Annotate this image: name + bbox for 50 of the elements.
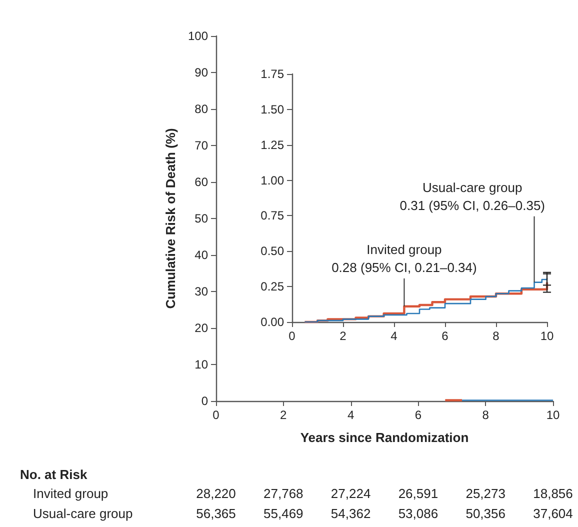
- text: 25,273: [466, 486, 506, 501]
- x-tick-label: 0: [288, 329, 296, 343]
- text: 50,356: [466, 506, 506, 521]
- y-tick-label: 1.75: [260, 67, 284, 81]
- annotation: Invited group 0.28 (95% CI, 0.21–0.34): [332, 242, 477, 275]
- y-tick-label: 1.50: [260, 102, 284, 116]
- y-axis-title: Cumulative Risk of Death (%): [163, 128, 178, 309]
- x-tick-label: 6: [442, 329, 449, 343]
- y-tick-label: 0: [201, 394, 208, 408]
- x-tick-label: 4: [347, 408, 354, 422]
- y-tick-label: 80: [194, 102, 208, 116]
- y-tick-label: 40: [194, 248, 208, 262]
- x-tick-label: 10: [540, 329, 554, 343]
- y-tick-label: 90: [194, 66, 208, 80]
- y-tick-label: 0.75: [260, 208, 284, 223]
- x-tick-label: 2: [340, 329, 347, 343]
- x-tick-label: 2: [280, 408, 288, 422]
- x-tick-label: 8: [492, 329, 500, 343]
- text: Invited group: [33, 486, 108, 501]
- y-tick-label: 10: [194, 358, 208, 372]
- x-tick-label: 10: [546, 408, 560, 422]
- text: 18,856: [533, 486, 573, 501]
- text: 27,768: [264, 486, 304, 501]
- y-tick-label: 20: [194, 321, 208, 335]
- x-tick-label: 8: [482, 408, 490, 422]
- x-axis-title: Years since Randomization: [300, 430, 469, 445]
- y-tick-label: 0.00: [260, 315, 284, 329]
- y-tick-label: 1.00: [260, 173, 284, 188]
- text: 56,365: [196, 506, 236, 521]
- x-tick-label: 6: [414, 408, 422, 422]
- text: 55,469: [264, 506, 304, 521]
- text: 53,086: [398, 506, 438, 521]
- y-tick-label: 100: [188, 29, 208, 43]
- text: No. at Risk: [20, 467, 88, 482]
- y-tick-label: 60: [194, 175, 208, 189]
- text: Usual-care group: [33, 506, 133, 521]
- y-tick-label: 0.50: [260, 244, 284, 258]
- annotation: Usual-care group 0.31 (95% CI, 0.26–0.35): [400, 180, 546, 213]
- text: 26,591: [398, 486, 438, 501]
- y-tick-label: 30: [194, 284, 208, 298]
- x-tick-label: 4: [390, 329, 398, 343]
- text: 27,224: [330, 486, 371, 501]
- text: 28,220: [196, 486, 236, 501]
- text: 37,604: [533, 506, 573, 521]
- y-tick-label: 50: [194, 212, 208, 226]
- y-tick-label: 0.25: [260, 280, 284, 294]
- x-tick-label: 0: [212, 408, 220, 422]
- y-tick-label: 1.25: [260, 138, 284, 152]
- y-tick-label: 70: [194, 138, 208, 152]
- text: 54,362: [330, 506, 371, 521]
